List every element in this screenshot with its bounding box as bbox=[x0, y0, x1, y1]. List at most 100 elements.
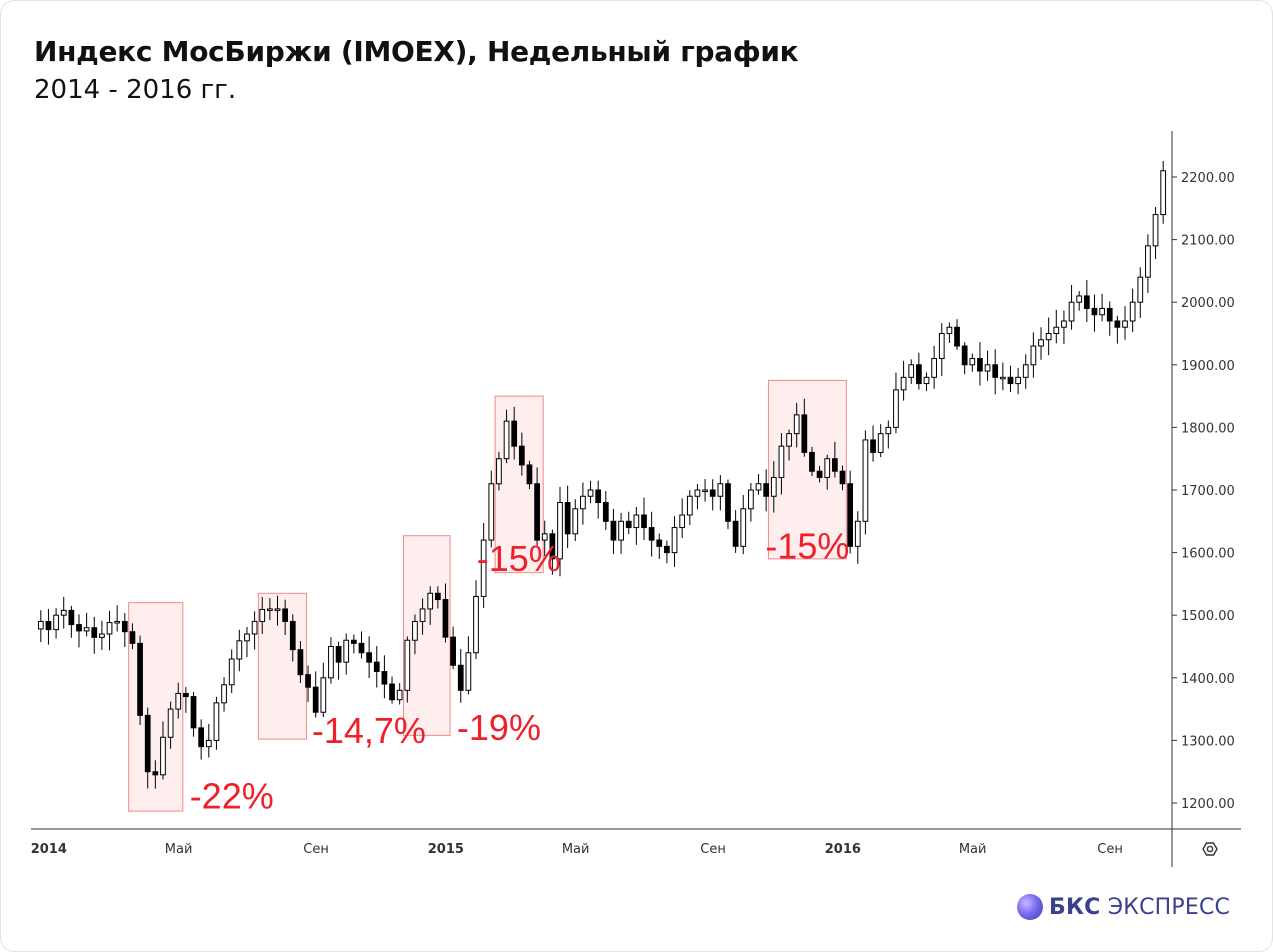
candle-body bbox=[694, 489, 701, 497]
x-tick-label: Сен bbox=[700, 842, 726, 857]
candle-body bbox=[984, 364, 991, 372]
candle-body bbox=[786, 433, 792, 447]
candle-body bbox=[1030, 345, 1037, 366]
candle-body bbox=[1114, 320, 1121, 328]
candle-body bbox=[1045, 333, 1052, 341]
candle-body bbox=[763, 483, 770, 497]
drawdown-label: -19% bbox=[457, 707, 541, 748]
candle-body bbox=[473, 595, 479, 654]
candle-body bbox=[335, 646, 342, 663]
candle-body bbox=[137, 642, 143, 716]
candle-body bbox=[847, 483, 854, 547]
candle-body bbox=[350, 639, 357, 644]
candle-body bbox=[595, 489, 602, 504]
candle-body bbox=[511, 420, 518, 447]
candle-body bbox=[977, 358, 983, 372]
drawdown-label: -15% bbox=[765, 525, 849, 566]
candle-body bbox=[99, 633, 105, 638]
candle-body bbox=[366, 652, 372, 663]
candle-body bbox=[1015, 376, 1021, 385]
candle-body bbox=[373, 661, 380, 673]
y-tick-label: 1300.00 bbox=[1181, 734, 1235, 749]
candle-body bbox=[91, 627, 98, 638]
candle-body bbox=[999, 376, 1006, 380]
candle-body bbox=[893, 389, 899, 428]
candle-body bbox=[923, 376, 930, 385]
candle-body bbox=[1076, 295, 1083, 303]
candle-body bbox=[167, 708, 174, 738]
candle-body bbox=[557, 502, 563, 560]
candle-body bbox=[1038, 339, 1044, 347]
candle-body bbox=[564, 502, 571, 535]
x-tick-label: Сен bbox=[303, 842, 329, 857]
candle-body bbox=[633, 514, 640, 529]
candle-body bbox=[259, 608, 266, 622]
candle-body bbox=[53, 614, 59, 631]
candle-body bbox=[1099, 307, 1105, 316]
candle-body bbox=[518, 445, 525, 466]
candle-body bbox=[686, 495, 693, 516]
candle-body bbox=[1122, 320, 1128, 328]
candle-body bbox=[114, 620, 121, 624]
drawdown-label: -15% bbox=[477, 538, 561, 579]
gear-icon-center bbox=[1206, 845, 1214, 853]
candle-body bbox=[618, 520, 624, 541]
candle-body bbox=[992, 364, 999, 378]
y-tick-label: 1500.00 bbox=[1181, 609, 1235, 624]
candle-body bbox=[144, 714, 151, 773]
candle-body bbox=[732, 520, 739, 547]
candle-body bbox=[1053, 326, 1060, 334]
y-tick-label: 1200.00 bbox=[1181, 797, 1235, 812]
candle-body bbox=[205, 739, 212, 748]
x-tick-label: Май bbox=[562, 842, 590, 857]
candle-body bbox=[656, 539, 663, 547]
candle-body bbox=[1106, 307, 1113, 322]
candle-body bbox=[68, 609, 75, 626]
candle-body bbox=[343, 639, 350, 663]
candle-body bbox=[297, 649, 304, 676]
candle-body bbox=[778, 445, 785, 478]
x-tick-label: 2016 bbox=[825, 842, 861, 857]
candle-body bbox=[625, 520, 632, 529]
candle-body bbox=[725, 483, 731, 522]
candle-body bbox=[801, 414, 808, 453]
candle-body bbox=[160, 736, 166, 776]
candle-body bbox=[1129, 301, 1136, 322]
candle-body bbox=[870, 439, 876, 453]
x-tick-label: 2014 bbox=[31, 842, 67, 857]
candle-body bbox=[816, 470, 823, 478]
candle-body bbox=[312, 686, 319, 713]
y-tick-label: 2000.00 bbox=[1181, 296, 1235, 311]
candle-body bbox=[358, 642, 365, 654]
candle-body bbox=[580, 495, 586, 510]
chart-subtitle: 2014 - 2016 гг. bbox=[34, 75, 237, 105]
x-tick-label: Май bbox=[165, 842, 193, 857]
candle-body bbox=[152, 771, 159, 776]
candle-body bbox=[610, 520, 617, 541]
candle-body bbox=[442, 599, 449, 638]
candle-body bbox=[755, 483, 762, 491]
candle-body bbox=[305, 674, 311, 688]
bcs-logo-icon bbox=[1017, 894, 1043, 920]
candle-body bbox=[37, 620, 44, 630]
candle-body bbox=[320, 677, 327, 713]
candle-body bbox=[954, 326, 960, 347]
candle-body bbox=[244, 633, 250, 642]
candle-body bbox=[572, 508, 579, 535]
candle-body bbox=[1007, 376, 1014, 385]
candle-body bbox=[289, 620, 296, 651]
candle-body bbox=[175, 692, 182, 710]
candle-body bbox=[602, 502, 609, 522]
candle-body bbox=[740, 508, 747, 547]
candle-body bbox=[641, 514, 647, 529]
candle-body bbox=[396, 689, 403, 701]
candle-body bbox=[450, 636, 456, 666]
candle-body bbox=[702, 489, 708, 492]
y-tick-label: 1900.00 bbox=[1181, 359, 1235, 374]
candle-body bbox=[221, 684, 227, 704]
candle-body bbox=[251, 620, 258, 635]
y-tick-label: 2200.00 bbox=[1181, 171, 1235, 186]
logo-brand: БКС bbox=[1049, 894, 1101, 920]
candle-body bbox=[908, 364, 915, 378]
candle-body bbox=[541, 533, 548, 541]
